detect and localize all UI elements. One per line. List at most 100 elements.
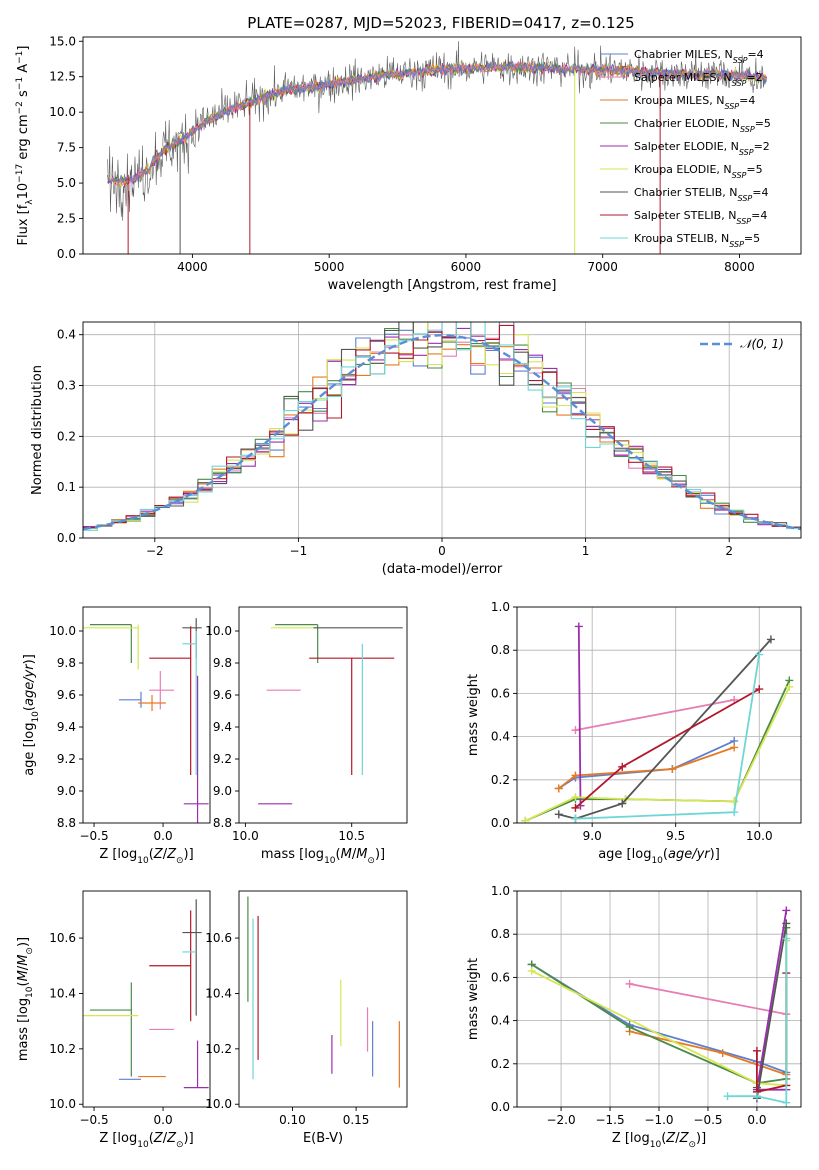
- weight-marker: [782, 906, 791, 915]
- y-tick-label: 0.0: [57, 247, 76, 261]
- weight-marker: [618, 762, 627, 771]
- weight-marker: [730, 743, 739, 752]
- x-axis-label: wavelength [Angstrom, rest frame]: [328, 278, 557, 293]
- y-tick-label: 9.0: [213, 784, 232, 798]
- y-tick-label: 5.0: [57, 176, 76, 190]
- panel-spectrum: 4000 5000 6000 7000 8000 0.0 2.5 5.0 7.5 10.0 12.5…: [15, 34, 802, 293]
- x-tick-label: 0.10: [279, 1113, 306, 1127]
- plot-area: [258, 623, 403, 805]
- weight-marker: [782, 919, 791, 928]
- axes-frame: [82, 36, 802, 255]
- weight-line: [558, 746, 735, 790]
- y-axis-label: mass weight: [466, 674, 481, 756]
- spectrum-line: [107, 60, 767, 187]
- axes-frame: [516, 606, 802, 824]
- y-tick-label: 9.2: [57, 752, 76, 766]
- y-tick-label: 9.6: [213, 688, 232, 702]
- weight-line: [629, 983, 787, 1015]
- weight-line: [558, 638, 772, 820]
- x-tick-label: 9.0: [583, 829, 602, 843]
- spectrum-line: [107, 60, 767, 184]
- y-tick-label: 2.5: [57, 212, 76, 226]
- x-tick-label: 6000: [451, 260, 482, 274]
- y-tick-label: 0.8: [491, 927, 510, 941]
- y-tick-label: 9.6: [57, 688, 76, 702]
- x-tick-label: 10.5: [338, 829, 365, 843]
- plot-area: [83, 899, 209, 1089]
- weight-marker: [527, 966, 536, 975]
- weight-marker: [755, 650, 764, 659]
- axes-frame: [82, 321, 802, 539]
- axes-frame: [82, 606, 211, 824]
- x-tick-label: 5000: [314, 260, 345, 274]
- y-tick-label: 0.8: [491, 643, 510, 657]
- weight-marker: [571, 803, 580, 812]
- axes-frame: [238, 890, 408, 1108]
- y-tick-label: 10.0: [205, 624, 232, 638]
- x-axis-label: age [log10(age/yr)]: [598, 847, 720, 866]
- x-tick-label: −2: [146, 544, 164, 558]
- weight-marker: [668, 765, 677, 773]
- y-tick-label: 0.0: [491, 1100, 510, 1114]
- x-tick-label: −1.5: [595, 1113, 624, 1127]
- y-tick-label: 10.6: [49, 931, 76, 945]
- weight-marker: [730, 808, 739, 817]
- weight-marker: [766, 635, 775, 644]
- plot-area: [247, 896, 400, 1088]
- figure-title: PLATE=0287, MJD=52023, FIBERID=0417, z=0…: [247, 14, 634, 32]
- legend-label: Salpeter MILES, NSSP=2: [634, 71, 763, 88]
- y-tick-label: 10.0: [49, 105, 76, 119]
- x-tick-label: 4000: [177, 260, 208, 274]
- x-axis-label: Z [log10(Z/Z⊙)]: [99, 1131, 193, 1150]
- y-tick-label: 10.2: [205, 1042, 232, 1056]
- weight-marker: [723, 1092, 732, 1101]
- weight-marker: [718, 1049, 727, 1057]
- panel-mass_vs_Z: −0.5 0.0 10.0 10.2 10.4 10.6 Z [log10(Z/Z⊙)] ma…: [16, 890, 211, 1150]
- y-tick-label: 10.4: [205, 986, 232, 1000]
- weight-marker: [574, 622, 583, 631]
- y-tick-label: 10.4: [49, 986, 76, 1000]
- axes-frame: [238, 606, 408, 824]
- x-tick-label: 8000: [724, 260, 755, 274]
- y-tick-label: 0.0: [57, 531, 76, 545]
- x-tick-label: 1: [582, 544, 590, 558]
- panel-mass_vs_EBV: 0.10 0.15 10.0 10.2 10.4 10.6 E(B-V): [205, 890, 408, 1146]
- plot-area: [517, 891, 801, 1107]
- x-tick-label: 0.0: [747, 1113, 766, 1127]
- histogram-step: [83, 322, 801, 530]
- x-tick-label: −1.0: [644, 1113, 673, 1127]
- legend-label: Chabrier STELIB, NSSP=4: [634, 186, 768, 203]
- plot-area: [83, 618, 209, 823]
- y-tick-label: 0.6: [491, 686, 510, 700]
- y-tick-label: 9.4: [213, 720, 232, 734]
- x-tick-label: 0: [438, 544, 446, 558]
- weight-marker: [571, 793, 580, 802]
- x-tick-label: 10.0: [746, 829, 773, 843]
- weight-line: [575, 699, 735, 731]
- y-tick-label: 0.4: [491, 730, 510, 744]
- y-tick-label: 0.0: [491, 816, 510, 830]
- weight-marker: [625, 1023, 634, 1032]
- x-tick-label: 0.15: [343, 1113, 370, 1127]
- plot-area: [107, 41, 768, 254]
- y-axis-label: Flux [fλ10−17 erg cm−2 s−1 A−1]: [15, 46, 35, 246]
- x-tick-label: −2.0: [546, 1113, 575, 1127]
- y-axis-label: Normed distribution: [30, 365, 45, 495]
- y-tick-label: 0.4: [491, 1014, 510, 1028]
- legend-label: Salpeter STELIB, NSSP=4: [634, 209, 767, 226]
- y-tick-label: 8.8: [213, 816, 232, 830]
- legend-label: Kroupa ELODIE, NSSP=5: [634, 163, 763, 180]
- y-tick-label: 0.2: [491, 773, 510, 787]
- y-tick-label: 9.8: [57, 656, 76, 670]
- x-tick-label: 7000: [587, 260, 618, 274]
- y-tick-label: 1.0: [491, 600, 510, 614]
- x-tick-label: −1: [290, 544, 308, 558]
- y-tick-label: 0.2: [57, 429, 76, 443]
- y-tick-label: 9.4: [57, 720, 76, 734]
- legend-label: 𝒩(0, 1): [740, 337, 784, 351]
- histogram-step: [83, 322, 801, 531]
- weight-marker: [752, 1046, 761, 1055]
- x-tick-label: 0.0: [154, 1113, 173, 1127]
- y-tick-label: 9.8: [213, 656, 232, 670]
